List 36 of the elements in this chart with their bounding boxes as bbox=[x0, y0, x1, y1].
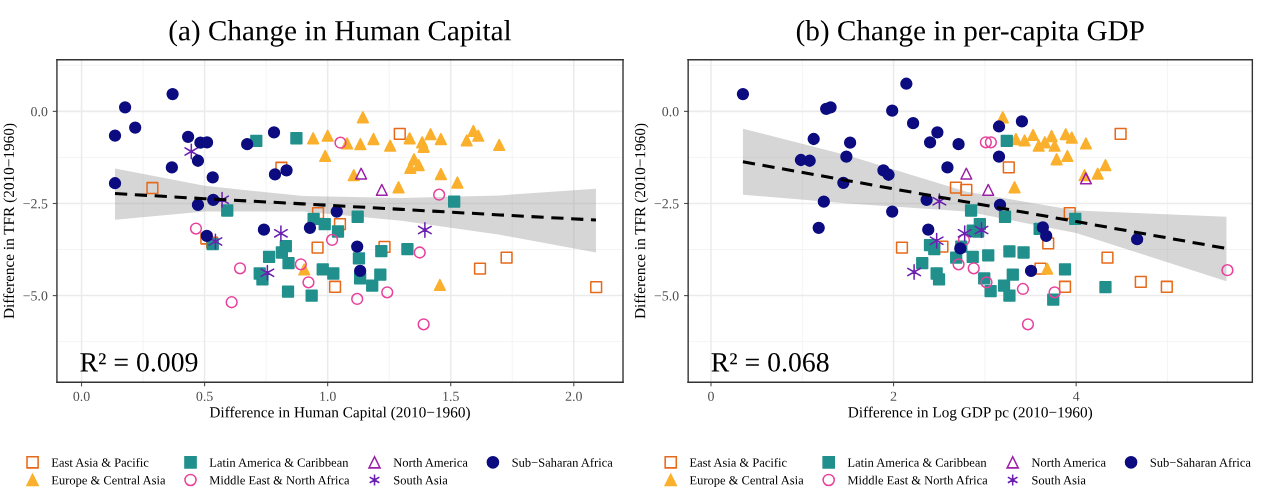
chart-title: (b) Change in per-capita GDP bbox=[796, 20, 1144, 47]
annotation: R² = 0.009 bbox=[80, 352, 198, 372]
legend-label: Sub−Saharan Africa bbox=[1150, 457, 1251, 467]
legend-label: Middle East & North Africa bbox=[847, 475, 988, 485]
x-tick-label: 2.0 bbox=[565, 391, 582, 402]
x-tick-label: 1.5 bbox=[443, 391, 459, 402]
legend-label: Sub−Saharan Africa bbox=[512, 457, 613, 467]
y-tick-label: 0.0 bbox=[662, 106, 679, 117]
legend-label: Europe & Central Asia bbox=[51, 475, 166, 488]
legend-label: Latin America & Caribbean bbox=[847, 458, 987, 467]
x-axis-title: Difference in Log GDP pc (2010−1960) bbox=[848, 406, 1093, 421]
y-tick-label: −2.5 bbox=[654, 199, 679, 209]
x-tick-label: 0.5 bbox=[196, 391, 213, 402]
chart-title: (a) Change in Human Capital bbox=[169, 20, 512, 47]
y-tick-label: −5.0 bbox=[23, 291, 48, 301]
y-tick-label: 0.0 bbox=[31, 106, 48, 117]
legend-label: Europe & Central Asia bbox=[689, 475, 804, 488]
x-axis-title: Difference in Human Capital (2010−1960) bbox=[209, 406, 470, 421]
y-tick-label: −2.5 bbox=[23, 199, 48, 209]
legend-label: East Asia & Pacific bbox=[51, 457, 149, 467]
legend-label: South Asia bbox=[1032, 475, 1086, 485]
legend-label: South Asia bbox=[394, 475, 448, 485]
legend-label: Latin America & Caribbean bbox=[209, 458, 349, 467]
y-axis-title: Difference in TFR (2010−1960) bbox=[3, 123, 18, 319]
x-tick-label: 1.0 bbox=[320, 391, 336, 402]
x-tick-label: 2 bbox=[890, 391, 897, 401]
legend-label: North America bbox=[393, 458, 468, 467]
legend-label: North America bbox=[1031, 458, 1106, 467]
x-tick-label: 4 bbox=[1072, 391, 1080, 401]
legend-label: East Asia & Pacific bbox=[689, 457, 787, 467]
x-tick-label: 0 bbox=[708, 391, 714, 401]
y-tick-label: −5.0 bbox=[654, 291, 679, 301]
legend-label: Middle East & North Africa bbox=[209, 475, 350, 485]
annotation: R² = 0.068 bbox=[711, 352, 829, 372]
y-axis-title: Difference in TFR (2010−1960) bbox=[634, 123, 649, 319]
x-tick-label: 0.0 bbox=[73, 391, 90, 402]
